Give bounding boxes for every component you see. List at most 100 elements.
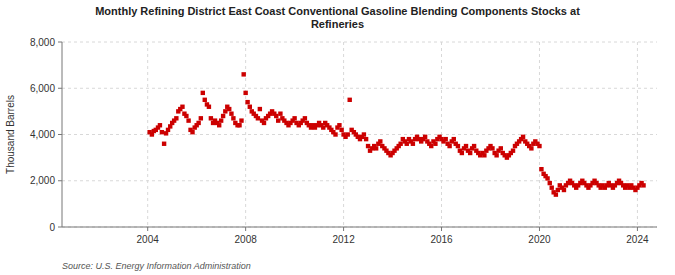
point — [292, 116, 296, 120]
x-tick — [637, 227, 638, 231]
point — [433, 142, 437, 146]
point — [429, 144, 433, 148]
title-line: Refineries — [311, 18, 364, 30]
y-tick-label: 8,000 — [30, 37, 55, 48]
point — [337, 123, 341, 127]
point — [456, 144, 460, 148]
point — [223, 109, 227, 113]
point — [209, 116, 213, 120]
point — [398, 142, 402, 146]
point — [464, 144, 468, 148]
point — [550, 185, 554, 189]
x-tick — [539, 227, 540, 231]
source-note: Source: U.S. Energy Information Administ… — [62, 261, 251, 271]
point — [482, 153, 486, 157]
point — [237, 123, 241, 127]
point — [231, 116, 235, 120]
point — [346, 132, 350, 136]
y-tick-label: 0 — [49, 222, 55, 233]
point — [556, 188, 560, 192]
point — [201, 91, 205, 95]
x-tick-label: 2024 — [626, 234, 649, 245]
point — [548, 181, 552, 185]
y-tick-label: 6,000 — [30, 83, 55, 94]
point — [256, 116, 260, 120]
x-tick — [441, 227, 442, 231]
y-tick-label: 4,000 — [30, 129, 55, 140]
point — [219, 118, 223, 122]
point — [411, 142, 415, 146]
x-tick-label: 2008 — [235, 234, 258, 245]
point — [190, 130, 194, 134]
point — [423, 135, 427, 139]
x-axis-line — [62, 227, 657, 228]
axes: 02,0004,0006,0008,0002004200820122016202… — [30, 37, 657, 246]
point — [499, 146, 503, 150]
point — [447, 144, 451, 148]
y-grid-line — [62, 88, 657, 89]
point — [339, 128, 343, 132]
point — [554, 192, 558, 196]
point — [203, 98, 207, 102]
x-grid-line — [147, 42, 148, 227]
point — [274, 114, 278, 118]
point — [641, 183, 645, 187]
point — [321, 125, 325, 129]
y-grid-line — [62, 227, 657, 228]
point — [207, 105, 211, 109]
grid — [62, 42, 657, 227]
point — [239, 118, 243, 122]
point — [186, 118, 190, 122]
point — [174, 116, 178, 120]
point — [539, 167, 543, 171]
x-grid-line — [539, 42, 540, 227]
point — [248, 105, 252, 109]
point — [196, 121, 200, 125]
point — [494, 153, 498, 157]
point — [511, 148, 515, 152]
point — [276, 118, 280, 122]
point — [241, 72, 245, 76]
x-tick-label: 2020 — [528, 234, 551, 245]
point — [545, 176, 549, 180]
point — [278, 111, 282, 115]
point — [362, 132, 366, 136]
y-tick — [58, 180, 62, 181]
point — [460, 151, 464, 155]
point — [468, 151, 472, 155]
x-grid-line — [637, 42, 638, 227]
x-tick-label: 2004 — [137, 234, 160, 245]
y-axis-line — [62, 42, 63, 227]
point — [162, 142, 166, 146]
point — [229, 111, 233, 115]
x-grid-line — [245, 42, 246, 227]
point — [348, 98, 352, 102]
point — [160, 130, 164, 134]
point — [490, 146, 494, 150]
point — [227, 107, 231, 111]
point — [262, 121, 266, 125]
point — [258, 107, 262, 111]
y-tick — [58, 227, 62, 228]
point — [243, 91, 247, 95]
x-grid-line — [441, 42, 442, 227]
point — [184, 114, 188, 118]
point — [378, 139, 382, 143]
point — [158, 123, 162, 127]
x-tick-label: 2016 — [430, 234, 453, 245]
point — [364, 137, 368, 141]
point — [443, 137, 447, 141]
point — [180, 105, 184, 109]
point — [374, 146, 378, 150]
y-tick — [58, 88, 62, 89]
point — [333, 132, 337, 136]
title: Monthly Refining District East Coast Con… — [95, 5, 580, 30]
y-tick — [58, 134, 62, 135]
y-tick — [58, 42, 62, 43]
x-tick — [343, 227, 344, 231]
point — [562, 188, 566, 192]
point — [221, 114, 225, 118]
point — [303, 116, 307, 120]
point — [452, 137, 456, 141]
x-tick — [245, 227, 246, 231]
